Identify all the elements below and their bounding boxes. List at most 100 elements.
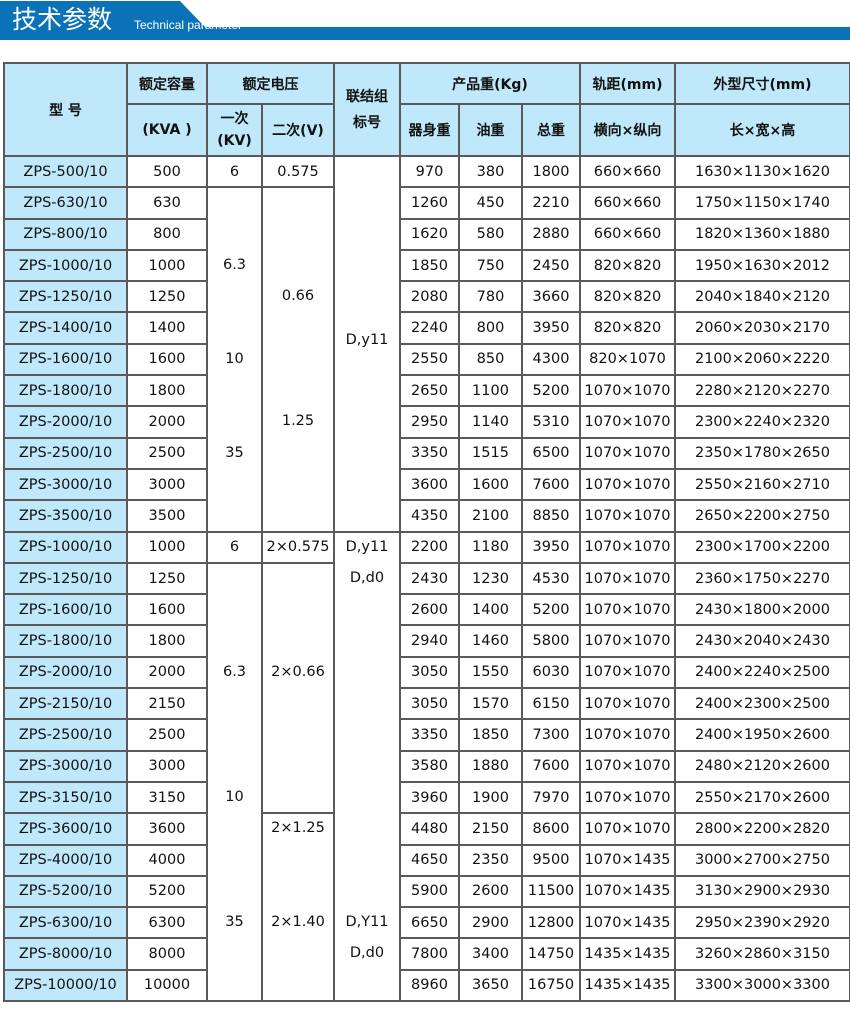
primary-voltage-cell-label: 35 [225, 444, 244, 461]
table-row: ZPS-3600/10 3600 2×1.25 2×1.40 4480 2150 8600 1… [3, 812, 850, 1003]
oil-weight-cell: 2600 [458, 874, 523, 909]
secondary-voltage-cell-label: 1.25 [281, 413, 315, 430]
dimensions-cell: 3130×2900×2930 [674, 874, 850, 909]
gauge-cell: 1070×1070 [579, 812, 676, 846]
oil-weight-cell: 1900 [458, 780, 523, 815]
gauge-cell: 820×1070 [579, 342, 676, 377]
capacity-cell: 3500 [126, 499, 208, 533]
table-row: ZPS-8000/10 8000 7800 3400 14750 1435×1435 326… [3, 937, 850, 971]
secondary-voltage-cell-label: 2×1.25 [271, 820, 325, 837]
primary-voltage-cell-label: 10 [225, 788, 244, 805]
capacity-cell: 4000 [126, 843, 208, 877]
dimensions-cell: 2550×2170×2600 [674, 780, 850, 815]
gauge-cell: 1435×1435 [579, 968, 676, 1003]
total-weight-cell: 7600 [521, 749, 581, 783]
oil-weight-cell: 1230 [458, 561, 523, 596]
capacity-cell: 800 [126, 217, 208, 251]
oil-weight-cell: 1140 [458, 405, 523, 439]
banner-shape [0, 1, 850, 40]
gauge-cell: 1070×1070 [579, 718, 676, 752]
gauge-cell: 1070×1070 [579, 593, 676, 627]
model-cell: ZPS-3000/10 [3, 467, 128, 502]
dimensions-cell: 2800×2200×2820 [674, 812, 850, 846]
total-weight-cell: 6500 [521, 436, 581, 470]
capacity-cell: 1000 [126, 248, 208, 283]
dimensions-cell: 2350×1780×2650 [674, 436, 850, 470]
total-weight-cell: 8600 [521, 812, 581, 846]
model-cell: ZPS-2000/10 [3, 655, 128, 690]
model-cell: ZPS-6300/10 [3, 906, 128, 940]
total-weight-cell: 7300 [521, 718, 581, 752]
body-weight-cell: 2550 [399, 342, 460, 377]
body-weight-cell: 3960 [399, 780, 460, 815]
total-weight-cell: 3950 [521, 311, 581, 345]
capacity-cell: 5200 [126, 874, 208, 909]
connection-cell-label: D,d0 [349, 569, 385, 586]
table-row: ZPS-6300/10 6300 6650 2900 12800 1070×1435 295… [3, 906, 850, 940]
body-weight-cell: 2600 [399, 593, 460, 627]
dimensions-cell: 2400×2300×2500 [674, 687, 850, 721]
model-cell: ZPS-3600/10 [3, 812, 128, 846]
capacity-cell: 2150 [126, 687, 208, 721]
primary-voltage-cell-label: 6.3 [222, 256, 247, 273]
total-weight-cell: 7600 [521, 467, 581, 502]
primary-voltage-cell: 6.3 10 35 [206, 186, 263, 533]
body-weight-cell: 2240 [399, 311, 460, 345]
connection-cell: D,y11 D,d0 D,Y11 D,d0 [333, 530, 401, 1003]
body-weight-cell: 970 [399, 154, 460, 189]
model-cell: ZPS-1800/10 [3, 624, 128, 658]
dimensions-cell: 2480×2120×2600 [674, 749, 850, 783]
total-weight-cell: 11500 [521, 874, 581, 909]
capacity-cell: 10000 [126, 968, 208, 1003]
body-weight-cell: 2430 [399, 561, 460, 596]
model-cell: ZPS-2000/10 [3, 405, 128, 439]
gauge-cell: 1070×1435 [579, 874, 676, 909]
secondary-voltage-cell-label: 2×0.66 [271, 663, 325, 680]
table-row: ZPS-1600/10 1600 2550 850 4300 820×1070 2100×2… [3, 342, 850, 377]
table-row: ZPS-1000/10 1000 1850 750 2450 820×820 1950×16… [3, 248, 850, 283]
primary-voltage-cell-label: 10 [225, 350, 244, 367]
body-weight-cell: 2940 [399, 624, 460, 658]
header-gauge-sub: 横向×纵向 [579, 103, 676, 157]
connection-cell-label: D,y11 [345, 538, 389, 555]
oil-weight-cell: 750 [458, 248, 523, 283]
dimensions-cell: 2040×1840×2120 [674, 280, 850, 314]
capacity-cell: 500 [126, 154, 208, 189]
model-cell: ZPS-800/10 [3, 217, 128, 251]
capacity-cell: 6300 [126, 906, 208, 940]
oil-weight-cell: 2900 [458, 906, 523, 940]
gauge-cell: 820×820 [579, 311, 676, 345]
capacity-cell: 1250 [126, 561, 208, 596]
connection-cell-label: D,d0 [349, 945, 385, 962]
gauge-cell: 660×660 [579, 217, 676, 251]
model-cell: ZPS-4000/10 [3, 843, 128, 877]
dimensions-cell: 2430×2040×2430 [674, 624, 850, 658]
gauge-cell: 1070×1070 [579, 749, 676, 783]
dimensions-cell: 3300×3000×3300 [674, 968, 850, 1003]
total-weight-cell: 9500 [521, 843, 581, 877]
dimensions-cell: 1820×1360×1880 [674, 217, 850, 251]
oil-weight-cell: 2350 [458, 843, 523, 877]
oil-weight-cell: 1515 [458, 436, 523, 470]
model-cell: ZPS-1000/10 [3, 248, 128, 283]
table-row: ZPS-2150/10 2150 3050 1570 6150 1070×1070 2400… [3, 687, 850, 721]
gauge-cell: 820×820 [579, 248, 676, 283]
primary-voltage-cell: 6 [206, 154, 263, 189]
oil-weight-cell: 1100 [458, 374, 523, 408]
dimensions-cell: 2650×2200×2750 [674, 499, 850, 533]
table-row: ZPS-630/10 630 6.3 10 35 0.66 1.25 1260 450 2210 6… [3, 186, 850, 533]
model-cell: ZPS-2150/10 [3, 687, 128, 721]
body-weight-cell: 3050 [399, 655, 460, 690]
oil-weight-cell: 1600 [458, 467, 523, 502]
gauge-cell: 1070×1070 [579, 499, 676, 533]
total-weight-cell: 4300 [521, 342, 581, 377]
oil-weight-cell: 1850 [458, 718, 523, 752]
body-weight-cell: 1850 [399, 248, 460, 283]
total-weight-cell: 5200 [521, 374, 581, 408]
capacity-cell: 1800 [126, 374, 208, 408]
total-weight-cell: 2880 [521, 217, 581, 251]
table-row: ZPS-1400/10 1400 2240 800 3950 820×820 2060×20… [3, 311, 850, 345]
body-weight-cell: 8960 [399, 968, 460, 1003]
body-weight-cell: 6650 [399, 906, 460, 940]
dimensions-cell: 3000×2700×2750 [674, 843, 850, 877]
